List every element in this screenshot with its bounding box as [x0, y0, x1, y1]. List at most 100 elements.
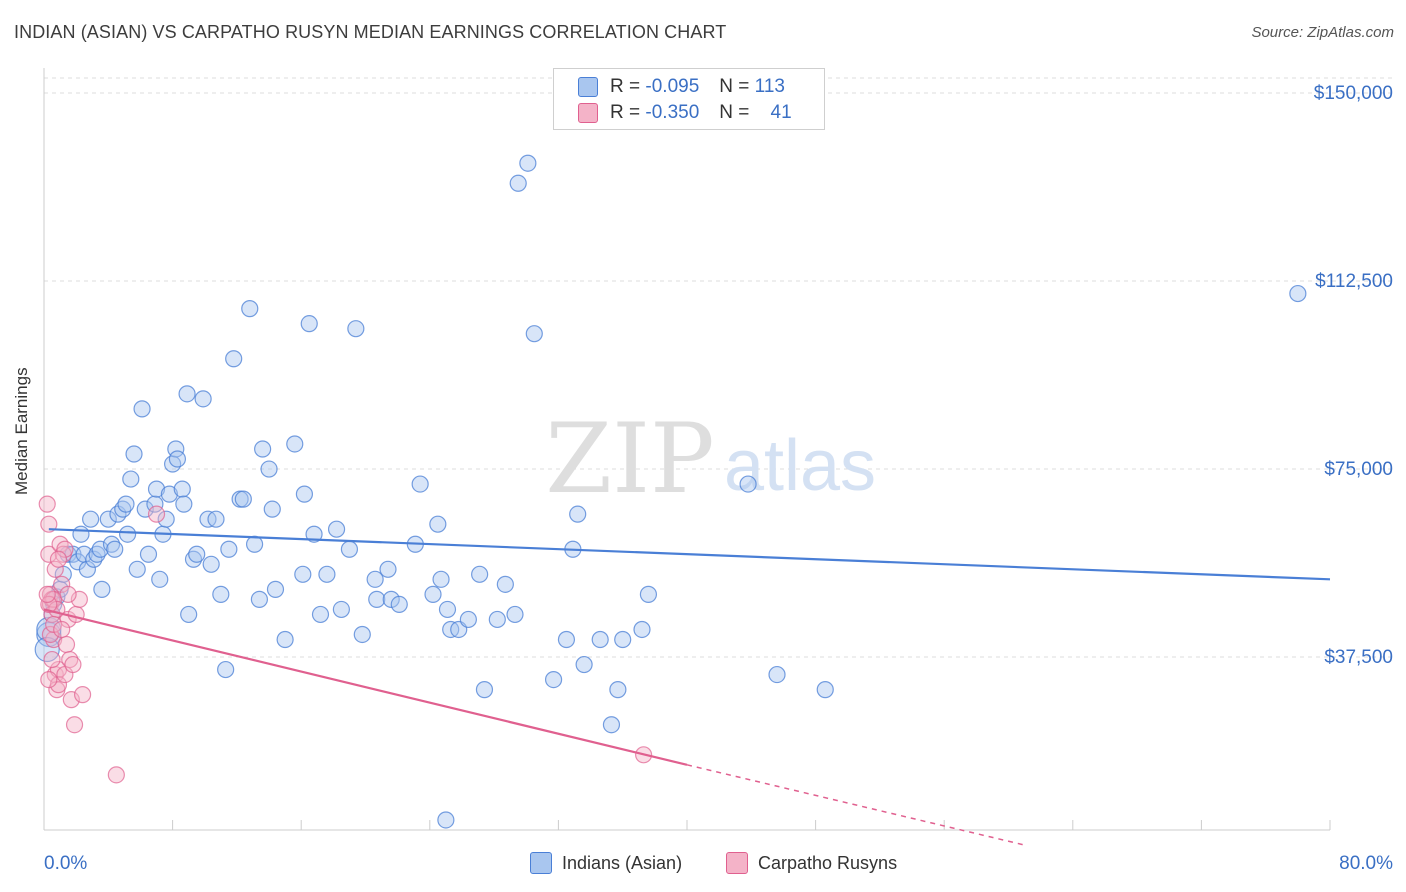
- y-axis-label: Median Earnings: [12, 367, 31, 495]
- point-carpatho-rusyns: [56, 540, 74, 558]
- point-indians-asian: [136, 500, 154, 518]
- point-indians-asian: [173, 480, 191, 498]
- tick-labels: $150,000 $112,500 $75,000 $37,500 0.0% 80.0%: [44, 83, 1393, 874]
- point-carpatho-rusyns: [46, 560, 64, 578]
- point-indians-asian: [633, 620, 651, 639]
- point-indians-asian: [147, 480, 166, 498]
- point-indians-asian: [432, 570, 450, 588]
- point-indians-asian: [602, 716, 621, 734]
- point-indians-asian: [202, 555, 220, 573]
- trend-line-carpatho-rusyns-extension: [686, 764, 1025, 846]
- series-carpatho-rusyns: [38, 495, 653, 784]
- legend-r-label: R =: [610, 76, 641, 97]
- point-indians-asian: [133, 400, 151, 418]
- point-indians-asian: [429, 515, 447, 533]
- point-indians-asian: [424, 585, 442, 603]
- point-indians-asian: [379, 560, 397, 578]
- point-indians-asian: [614, 630, 632, 649]
- y-tick-label: $37,500: [1324, 647, 1393, 668]
- point-indians-asian: [768, 665, 786, 684]
- point-indians-asian: [459, 610, 477, 629]
- point-indians-asian: [160, 485, 178, 503]
- point-indians-asian: [106, 540, 124, 558]
- point-indians-asian: [488, 610, 506, 629]
- legend-row-rusyns: R = -0.350 N = 41: [578, 101, 792, 125]
- point-carpatho-rusyns: [61, 650, 79, 669]
- point-indians-asian: [128, 560, 146, 578]
- point-indians-asian: [506, 605, 524, 624]
- point-carpatho-rusyns: [53, 575, 71, 593]
- legend-r-label: R =: [610, 102, 641, 123]
- point-indians-asian: [438, 600, 457, 619]
- point-indians-asian: [509, 174, 527, 192]
- axes: [43, 68, 1331, 831]
- point-indians-asian: [311, 605, 330, 624]
- bottom-legend-label: Indians (Asian): [562, 852, 683, 873]
- point-indians-asian: [609, 681, 627, 699]
- point-indians-asian: [178, 385, 196, 403]
- point-carpatho-rusyns: [62, 691, 80, 709]
- gridlines: [44, 77, 1395, 658]
- chart-title: INDIAN (ASIAN) VS CARPATHO RUSYN MEDIAN …: [14, 22, 727, 42]
- point-indians-asian: [245, 535, 264, 553]
- point-indians-asian: [411, 475, 429, 493]
- watermark-atlas: atlas: [724, 426, 876, 506]
- point-indians-asian: [471, 565, 489, 583]
- trend-lines: [43, 528, 1331, 846]
- point-indians-asian: [266, 580, 285, 598]
- legend-n-value: 41: [770, 102, 792, 123]
- bottom-legend-indians: Indians (Asian): [530, 852, 682, 874]
- point-carpatho-rusyns: [41, 625, 60, 644]
- point-carpatho-rusyns: [40, 515, 58, 533]
- point-indians-asian: [250, 590, 269, 608]
- point-carpatho-rusyns: [40, 670, 58, 689]
- legend-swatch-blue: [578, 77, 598, 97]
- point-carpatho-rusyns: [73, 686, 92, 704]
- point-indians-asian: [168, 450, 187, 468]
- point-indians-asian: [207, 510, 225, 528]
- point-indians-asian: [114, 500, 132, 518]
- point-indians-asian: [118, 525, 137, 543]
- point-carpatho-rusyns: [67, 605, 85, 624]
- point-indians-asian: [88, 545, 106, 563]
- y-tick-label: $150,000: [1314, 83, 1393, 104]
- point-indians-asian: [300, 315, 318, 333]
- point-indians-asian: [327, 520, 346, 538]
- point-carpatho-rusyns: [53, 620, 71, 639]
- point-carpatho-rusyns: [107, 766, 125, 784]
- point-carpatho-rusyns: [38, 495, 56, 513]
- point-indians-asian: [816, 681, 834, 699]
- point-carpatho-rusyns: [147, 505, 166, 523]
- point-indians-asian: [591, 630, 609, 649]
- point-indians-asian: [340, 540, 359, 558]
- point-indians-asian: [305, 525, 323, 543]
- bottom-legend-swatch-blue: [530, 852, 552, 874]
- x-tick-label-min: 0.0%: [44, 853, 87, 874]
- point-carpatho-rusyns: [49, 550, 68, 568]
- trend-line-indians-asian: [48, 528, 1331, 581]
- point-indians-asian: [366, 570, 384, 588]
- point-indians-asian: [276, 630, 294, 649]
- point-indians-asian: [93, 580, 111, 598]
- point-indians-asian: [234, 490, 252, 508]
- point-indians-asian: [496, 575, 514, 593]
- point-indians-asian: [318, 565, 336, 583]
- point-indians-asian: [82, 510, 100, 528]
- legend-r-value: -0.350: [645, 102, 700, 123]
- point-indians-asian: [225, 350, 243, 368]
- point-indians-asian: [151, 570, 169, 588]
- point-indians-asian: [390, 595, 408, 614]
- point-carpatho-rusyns: [38, 585, 56, 603]
- point-carpatho-rusyns: [65, 716, 84, 734]
- point-indians-asian: [286, 435, 304, 453]
- bottom-legend-rusyns: Carpatho Rusyns: [726, 852, 897, 874]
- point-indians-asian: [475, 681, 494, 699]
- point-indians-asian: [157, 510, 175, 528]
- bottom-legend: Indians (Asian) Carpatho Rusyns: [0, 852, 1406, 878]
- point-indians-asian: [85, 550, 103, 568]
- point-indians-asian: [99, 510, 117, 528]
- point-carpatho-rusyns: [43, 650, 61, 669]
- correlation-legend: R = -0.095 N = 113 R = -0.350 N = 41: [553, 68, 825, 130]
- x-tick-label-max: 80.0%: [1339, 853, 1393, 874]
